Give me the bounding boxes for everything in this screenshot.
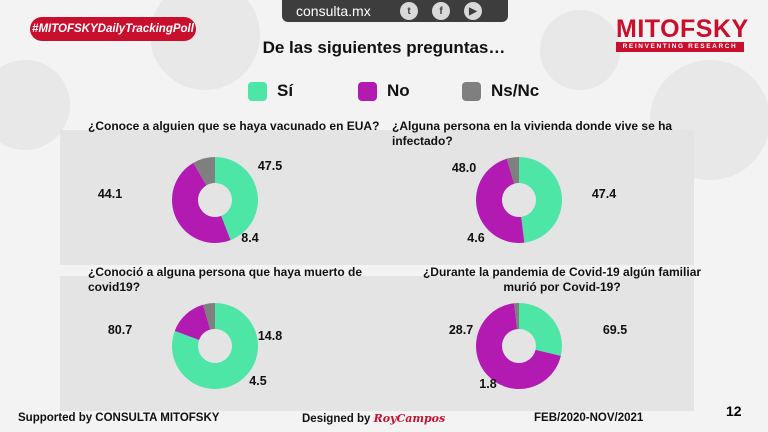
youtube-icon[interactable]: ▶ bbox=[464, 2, 482, 20]
background-virus-decoration bbox=[150, 0, 260, 90]
page-title: De las siguientes preguntas… bbox=[262, 38, 506, 57]
question-2: ¿Alguna persona en la vivienda donde viv… bbox=[392, 119, 673, 148]
data-label-s: 28.7 bbox=[449, 323, 473, 337]
question-4: ¿Durante la pandemia de Covid-19 algún f… bbox=[422, 265, 702, 294]
donut-chart-4: 28.7 69.5 1.8 bbox=[449, 303, 627, 391]
data-label-no: 14.8 bbox=[258, 329, 282, 343]
donut-chart-1: 44.1 47.5 8.4 bbox=[98, 157, 282, 245]
legend-swatch-nsnc bbox=[462, 81, 481, 101]
slice-no bbox=[172, 162, 231, 243]
designer-signature: RoyCampos bbox=[373, 412, 446, 425]
slice-s bbox=[215, 157, 258, 241]
mitofsky-logo: MITOFSKY REINVENTING RESEARCH bbox=[616, 15, 749, 52]
legend-swatch-si bbox=[248, 81, 267, 101]
slice-no bbox=[476, 303, 561, 389]
data-label-nsnc: 4.5 bbox=[249, 374, 266, 388]
question-3: ¿Conoció a alguna persona que haya muert… bbox=[88, 265, 363, 294]
page-number: 12 bbox=[726, 403, 742, 419]
logo-tagline: REINVENTING RESEARCH bbox=[616, 42, 744, 52]
hashtag-badge: #MITOFSKYDailyTrackingPoll bbox=[30, 17, 196, 41]
data-label-s: 44.1 bbox=[98, 187, 122, 201]
slice-nsnc bbox=[193, 157, 215, 186]
twitter-icon[interactable]: t bbox=[400, 2, 418, 20]
legend-item-nsnc: Ns/Nc bbox=[462, 81, 539, 101]
chart-panel-2 bbox=[364, 130, 694, 265]
slice-nsnc bbox=[514, 303, 519, 330]
chart-panel-3 bbox=[60, 276, 390, 411]
slice-nsnc bbox=[203, 303, 215, 330]
data-label-no: 47.4 bbox=[592, 187, 616, 201]
legend-item-no: No bbox=[358, 81, 410, 101]
footer-designed: Designed by RoyCampos bbox=[302, 412, 445, 425]
legend-item-si: Sí bbox=[248, 81, 293, 101]
background-virus-decoration bbox=[0, 60, 70, 150]
question-1: ¿Conoce a alguien que se haya vacunado e… bbox=[88, 119, 380, 133]
data-label-s: 80.7 bbox=[108, 323, 132, 337]
donut-chart-3: 80.7 14.8 4.5 bbox=[108, 303, 282, 389]
slice-no bbox=[174, 304, 211, 341]
legend-label-si: Sí bbox=[277, 81, 294, 100]
facebook-icon[interactable]: f bbox=[432, 2, 450, 20]
data-label-nsnc: 1.8 bbox=[479, 377, 496, 391]
footer-supported: Supported by CONSULTA MITOFSKY bbox=[18, 412, 220, 424]
footer-period: FEB/2020-NOV/2021 bbox=[534, 412, 644, 424]
data-label-s: 48.0 bbox=[452, 161, 476, 175]
data-label-no: 47.5 bbox=[258, 159, 282, 173]
slice-nsnc bbox=[506, 157, 519, 184]
data-label-no: 69.5 bbox=[603, 323, 627, 337]
slice-no bbox=[475, 158, 525, 243]
chart-panel-4 bbox=[364, 276, 694, 411]
legend-swatch-no bbox=[358, 81, 377, 101]
data-label-nsnc: 8.4 bbox=[241, 231, 258, 245]
slice-s bbox=[172, 303, 259, 389]
logo-name: MITOFSKY bbox=[616, 15, 749, 43]
footer-designed-label: Designed by bbox=[302, 413, 374, 425]
slice-s bbox=[519, 157, 563, 243]
legend-label-nsnc: Ns/Nc bbox=[491, 81, 540, 100]
site-link[interactable]: consulta.mx bbox=[296, 3, 371, 19]
data-label-nsnc: 4.6 bbox=[467, 231, 484, 245]
donut-chart-2: 48.0 47.4 4.6 bbox=[452, 157, 616, 245]
legend-label-no: No bbox=[387, 81, 410, 100]
slice-s bbox=[519, 303, 562, 356]
top-bar: consulta.mx t f ▶ bbox=[282, 0, 508, 22]
chart-panel-1 bbox=[60, 130, 390, 265]
background-virus-decoration bbox=[540, 10, 620, 90]
